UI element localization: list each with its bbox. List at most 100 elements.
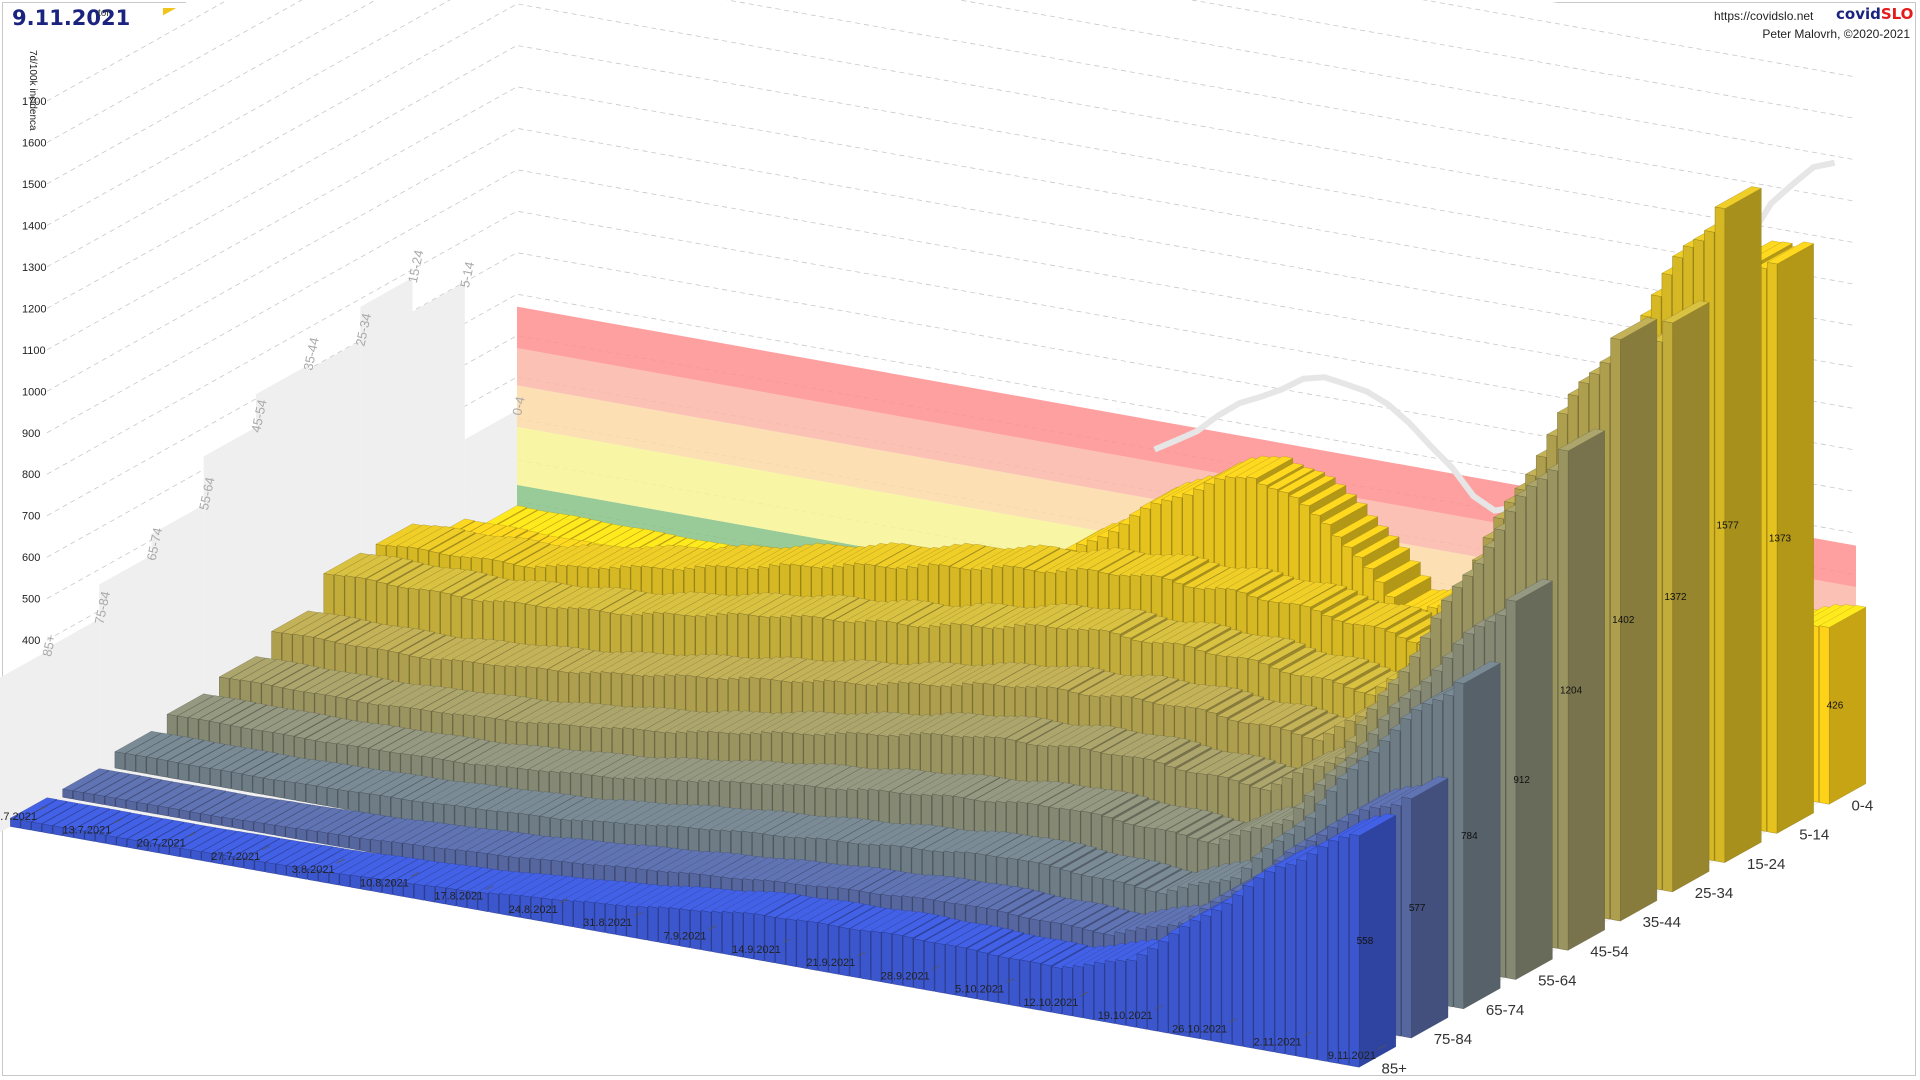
y-axis-label: 7d/100k incidenca <box>27 50 38 131</box>
y-tick-label: 1300 <box>22 262 46 274</box>
row-label-65-74: 65-74 <box>1486 1002 1524 1019</box>
ghost-group-label: 75-84 <box>91 590 113 626</box>
x-tick-label: 20.7.2021 <box>137 838 186 850</box>
ghost-bar <box>412 282 465 602</box>
row-label-5-14: 5-14 <box>1799 827 1829 844</box>
row-label-15-24: 15-24 <box>1747 856 1785 873</box>
latest-value-label: 426 <box>1827 701 1844 712</box>
ghost-group-label: 25-34 <box>353 312 375 348</box>
bar <box>1662 300 1710 893</box>
ghost-bar <box>203 427 256 719</box>
x-tick-label: 10.8.2021 <box>360 877 409 889</box>
y-tick-label: 1500 <box>22 179 46 191</box>
ghost-group-label: 55-64 <box>196 476 218 512</box>
x-tick <box>633 911 643 917</box>
x-tick <box>857 951 866 957</box>
x-tick-label: 9.11.2021 <box>1328 1050 1376 1062</box>
x-tick <box>187 832 196 837</box>
latest-value-label: 1577 <box>1717 520 1740 531</box>
x-tick <box>38 805 48 811</box>
row-axis: 0-4 5-14 15-24 25-34 35-44 45-54 55-64 65-74 75-… <box>1382 797 1874 1077</box>
bar <box>1818 605 1867 805</box>
x-axis: 6.7.2021 13.7.2021 20.7.2021 27.7.2021 3.8.2… <box>0 805 1387 1062</box>
bar <box>1348 813 1397 1068</box>
x-tick <box>485 885 494 891</box>
y-tick-label: 1600 <box>22 138 46 150</box>
ghost-bar <box>255 365 309 690</box>
y-tick-label: 800 <box>22 469 40 481</box>
y-tick-label: 1200 <box>22 303 46 315</box>
brand-logo-part-b: SLO <box>1880 5 1914 23</box>
x-tick <box>336 858 345 864</box>
x-tick-label: 19.10.2021 <box>1098 1010 1153 1022</box>
y-tick-label: 1400 <box>22 220 46 232</box>
row-label-85+: 85+ <box>1382 1060 1408 1077</box>
x-tick <box>1303 1031 1312 1037</box>
site-url-link[interactable]: https://covidslo.net <box>1714 9 1814 23</box>
y-tick-label: 900 <box>22 428 40 440</box>
bars: 426 1373 1577 1372 1402 1204 912 784 577 558 <box>9 186 1867 1068</box>
bar <box>1610 317 1658 922</box>
x-tick <box>113 818 122 824</box>
ghost-group-label: 45-54 <box>248 398 270 434</box>
x-tick-label: 7.9.2021 <box>664 931 707 943</box>
bar <box>1766 241 1815 834</box>
x-tick-label: 3.8.2021 <box>292 864 335 876</box>
x-tick-label: 26.10.2021 <box>1172 1023 1227 1035</box>
x-tick <box>931 964 940 970</box>
x-tick-label: 17.8.2021 <box>434 891 483 903</box>
latest-value-label: 1402 <box>1612 615 1635 626</box>
row-label-35-44: 35-44 <box>1643 914 1681 931</box>
ghost-bar <box>47 618 100 806</box>
y-tick-label: 1100 <box>22 345 46 357</box>
x-tick <box>1377 1044 1387 1050</box>
row-label-25-34: 25-34 <box>1695 885 1733 902</box>
latest-value-label: 784 <box>1461 831 1478 842</box>
y-tick-label: 400 <box>22 635 40 647</box>
bar <box>1505 578 1553 980</box>
y-tick-label: 700 <box>22 511 40 523</box>
bar <box>1453 661 1501 1010</box>
x-tick-label: 6.7.2021 <box>0 811 37 823</box>
x-tick <box>1005 978 1015 983</box>
brand-logo-part-a: covid <box>1836 5 1881 23</box>
latest-value-label: 912 <box>1513 775 1530 786</box>
report-date: 9.11.2021 <box>12 6 131 30</box>
y-tick-label: 600 <box>22 552 40 564</box>
x-tick <box>1080 991 1089 997</box>
latest-value-label: 1372 <box>1664 592 1687 603</box>
x-tick-label: 2.11.2021 <box>1253 1037 1301 1049</box>
bar <box>1714 186 1762 863</box>
latest-value-label: 558 <box>1357 936 1374 947</box>
bar <box>1401 776 1449 1039</box>
x-tick <box>708 925 717 930</box>
bar <box>1557 428 1606 951</box>
ghost-group-label: 0-4 <box>509 395 528 417</box>
row-label-75-84: 75-84 <box>1434 1031 1472 1048</box>
x-tick <box>1154 1004 1163 1010</box>
x-tick-label: 31.8.2021 <box>583 917 632 929</box>
ghost-group-label: 35-44 <box>300 336 322 372</box>
ghost-bar <box>0 651 47 833</box>
report-weekday: tor <box>98 8 110 19</box>
latest-value-label: 1373 <box>1769 534 1792 545</box>
y-tick-label: 500 <box>22 594 40 606</box>
latest-value-label: 577 <box>1409 903 1426 914</box>
row-label-45-54: 45-54 <box>1590 943 1628 960</box>
ghost-group-label: 85+ <box>39 633 58 658</box>
x-tick <box>782 938 792 944</box>
author-credit: Peter Malovrh, ©2020-2021 <box>1762 27 1910 41</box>
x-tick-label: 21.9.2021 <box>806 957 855 969</box>
x-tick <box>262 845 271 851</box>
x-tick-label: 12.10.2021 <box>1023 997 1078 1009</box>
row-label-55-64: 55-64 <box>1538 973 1576 990</box>
x-tick-label: 14.9.2021 <box>732 944 781 956</box>
x-tick-label: 5.10.2021 <box>955 984 1004 996</box>
brand-logo[interactable]: covidSLO <box>1836 5 1913 23</box>
ghost-group-label: 15-24 <box>405 249 427 285</box>
ghost-bar <box>99 555 152 777</box>
latest-value-label: 1204 <box>1560 685 1583 696</box>
y-tick-label: 1000 <box>22 386 46 398</box>
ghost-group-label: 65-74 <box>144 526 166 562</box>
